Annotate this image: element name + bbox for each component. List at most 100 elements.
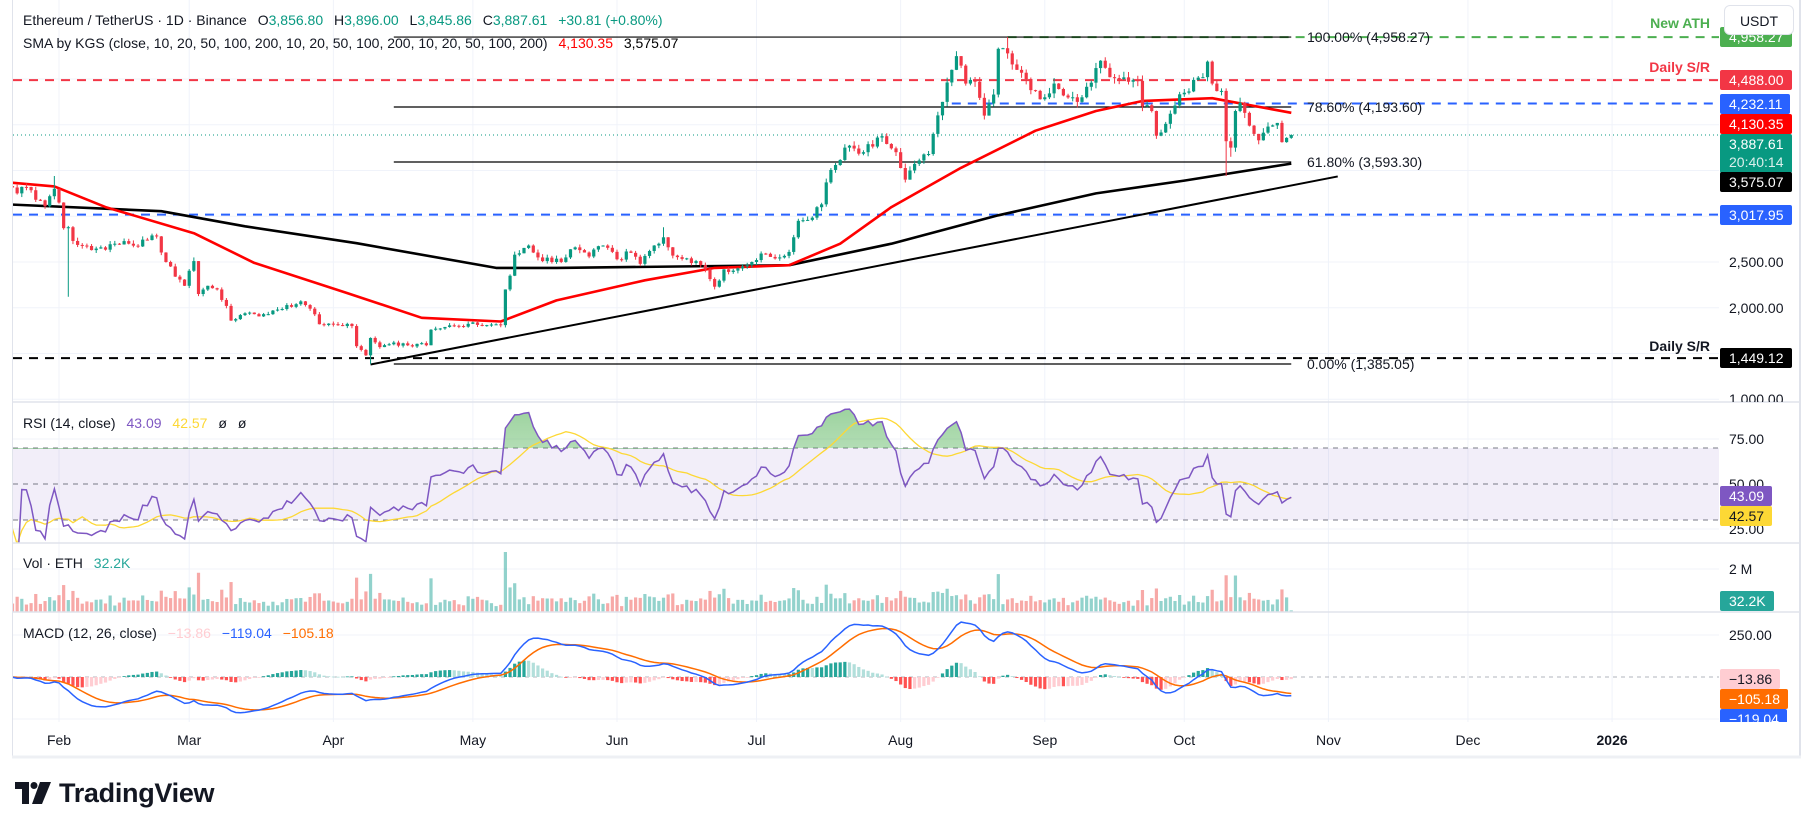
macd-histogram-bar xyxy=(680,677,684,682)
volume-bar xyxy=(289,599,294,612)
macd-histogram-bar xyxy=(257,677,261,678)
candle-body xyxy=(1201,77,1205,79)
price-badge: 3,887.61 20:40:14 xyxy=(1720,133,1792,173)
candle-body xyxy=(936,115,940,134)
sma-legend[interactable]: SMA by KGS (close, 10, 20, 50, 100, 200,… xyxy=(23,34,685,52)
fibonacci-label: 61.80% (3,593.30) xyxy=(1307,153,1423,170)
macd-histogram-bar xyxy=(210,677,215,680)
volume-bar xyxy=(382,599,387,612)
volume-value: 32.2K xyxy=(93,555,131,571)
volume-bar xyxy=(1247,592,1251,612)
price-badge: 4,232.11 xyxy=(1720,93,1791,114)
macd-title[interactable]: MACD (12, 26, close) xyxy=(23,625,157,641)
macd-histogram-bar xyxy=(1085,677,1089,683)
macd-histogram-bar xyxy=(1047,677,1052,689)
macd-histogram-bar xyxy=(703,677,707,683)
macd-histogram-bar xyxy=(829,663,833,677)
macd-histogram-bar xyxy=(1196,670,1200,677)
macd-histogram-bar xyxy=(1126,677,1131,679)
candle-body xyxy=(52,188,56,197)
tradingview-logo[interactable]: TradingView xyxy=(15,778,215,808)
macd-histogram-bar xyxy=(629,677,633,683)
volume-bar xyxy=(485,600,489,612)
candle-body xyxy=(1001,48,1005,50)
macd-histogram-bar xyxy=(536,665,540,677)
rsi-legend[interactable]: RSI (14, close) 43.09 42.57 ø ø xyxy=(23,414,253,432)
volume-axis[interactable]: 2 M 32.2K xyxy=(1720,544,1800,612)
macd-histogram-bar xyxy=(973,671,977,677)
volume-bar xyxy=(285,598,289,612)
symbol-title[interactable]: Ethereum / TetherUS · 1D · Binance xyxy=(23,12,247,28)
candle-body xyxy=(317,314,321,325)
candle-body xyxy=(833,165,838,170)
macd-histogram-bar xyxy=(852,664,856,677)
sma-title[interactable]: SMA by KGS (close, 10, 20, 50, 100, 200,… xyxy=(23,35,548,51)
candle-body xyxy=(922,154,926,161)
symbol-legend[interactable]: Ethereum / TetherUS · 1D · Binance O3,85… xyxy=(23,11,670,29)
macd-histogram-bar xyxy=(638,677,642,684)
volume-bar xyxy=(6,605,9,612)
volume-bar xyxy=(592,593,596,612)
macd-pane[interactable] xyxy=(6,621,1719,714)
price-pane[interactable] xyxy=(6,36,1719,366)
volume-bar xyxy=(764,601,768,612)
candle-body xyxy=(638,256,642,264)
rsi-title[interactable]: RSI (14, close) xyxy=(23,415,116,431)
macd-histogram-bar xyxy=(317,674,321,677)
volume-bar xyxy=(29,603,33,612)
volume-bar xyxy=(773,602,777,612)
volume-bar xyxy=(1196,602,1200,612)
ascending-trendline xyxy=(370,175,1338,366)
candle-body xyxy=(1140,80,1145,107)
rsi-pane[interactable] xyxy=(8,408,1719,574)
rsi-axis[interactable]: 75.00 50.00 25.00 43.09 42.57 xyxy=(1720,403,1800,543)
macd-histogram-bar xyxy=(582,677,587,679)
macd-histogram-bar xyxy=(596,677,600,680)
candle-body xyxy=(1085,86,1089,98)
volume-title[interactable]: Vol · ETH xyxy=(23,555,83,571)
candle-body xyxy=(485,325,489,327)
volume-bar xyxy=(80,603,84,612)
price-axis[interactable]: 2,500.00 2,000.00 1,000.00 4,958.27 4,488.00… xyxy=(1720,0,1800,402)
time-axis-label: Dec xyxy=(1455,732,1481,748)
volume-legend[interactable]: Vol · ETH 32.2K xyxy=(23,554,137,572)
badge-value: 4,488.00 xyxy=(1729,72,1784,89)
volume-bar xyxy=(1019,600,1024,612)
macd-histogram-bar xyxy=(1205,668,1210,677)
macd-histogram-bar xyxy=(392,676,396,678)
macd-axis[interactable]: 250.00 −13.86 −105.18 −119.04 xyxy=(1720,613,1800,722)
candle-body xyxy=(908,170,912,180)
macd-histogram-bar xyxy=(1145,677,1149,684)
macd-histogram-bar xyxy=(1159,677,1163,690)
volume-bar xyxy=(173,591,177,612)
currency-button[interactable]: USDT xyxy=(1724,5,1794,35)
candle-body xyxy=(406,343,410,346)
macd-legend[interactable]: MACD (12, 26, close) −13.86 −119.04 −105… xyxy=(23,624,341,642)
candle-body xyxy=(899,152,903,169)
volume-pane[interactable] xyxy=(6,552,1293,612)
macd-histogram-bar xyxy=(378,677,382,679)
candle-body xyxy=(1233,111,1238,148)
volume-bar xyxy=(875,595,879,612)
time-axis-label: Feb xyxy=(46,732,72,748)
volume-bar xyxy=(964,594,968,612)
volume-bar xyxy=(1238,597,1242,612)
macd-histogram-bar xyxy=(410,674,414,677)
candle-body xyxy=(429,329,433,346)
volume-bar xyxy=(550,598,554,612)
time-axis-label: 2026 xyxy=(1596,732,1628,748)
macd-histogram-bar xyxy=(652,677,656,681)
macd-histogram-bar xyxy=(1275,677,1279,680)
volume-bar xyxy=(475,596,480,612)
rsi-extra-1: ø xyxy=(218,415,227,431)
candle-body xyxy=(1010,53,1014,65)
volume-bar xyxy=(1168,596,1172,612)
macd-histogram-bar xyxy=(485,673,489,677)
macd-histogram-bar xyxy=(1187,675,1191,677)
macd-histogram-bar xyxy=(1103,674,1107,677)
candle-body xyxy=(815,207,819,218)
volume-bar xyxy=(322,600,326,612)
price-badge: 4,130.35 xyxy=(1720,113,1792,134)
macd-histogram-bar xyxy=(982,677,986,682)
